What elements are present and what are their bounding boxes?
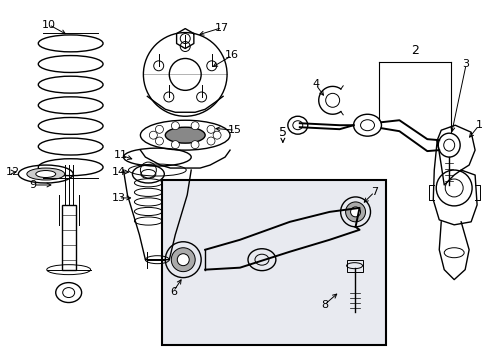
- Circle shape: [155, 137, 163, 145]
- Ellipse shape: [350, 207, 360, 217]
- Bar: [61, 205, 76, 270]
- Circle shape: [206, 125, 215, 133]
- Circle shape: [171, 141, 179, 149]
- Text: 3: 3: [462, 59, 468, 69]
- Circle shape: [149, 131, 157, 139]
- Ellipse shape: [27, 168, 64, 180]
- Circle shape: [191, 122, 199, 130]
- Text: 5: 5: [278, 126, 286, 139]
- Text: 16: 16: [224, 50, 239, 60]
- Text: 14: 14: [111, 167, 125, 177]
- Ellipse shape: [165, 127, 205, 143]
- Bar: [346, 260, 362, 272]
- Text: 15: 15: [227, 125, 242, 135]
- Text: 6: 6: [169, 287, 177, 297]
- Text: 1: 1: [475, 120, 482, 130]
- Ellipse shape: [171, 248, 195, 272]
- Text: 17: 17: [215, 23, 229, 33]
- Circle shape: [191, 141, 199, 149]
- Ellipse shape: [345, 202, 365, 222]
- Text: 11: 11: [113, 150, 127, 160]
- Text: 12: 12: [6, 167, 20, 177]
- Text: 2: 2: [410, 44, 418, 57]
- Circle shape: [155, 125, 163, 133]
- Text: 9: 9: [29, 180, 36, 190]
- Circle shape: [206, 137, 215, 145]
- Ellipse shape: [36, 171, 56, 177]
- Text: 13: 13: [111, 193, 125, 203]
- Text: 4: 4: [311, 79, 319, 89]
- Text: 10: 10: [41, 19, 56, 30]
- Text: 8: 8: [321, 300, 327, 310]
- Ellipse shape: [177, 254, 189, 266]
- Text: 7: 7: [370, 187, 377, 197]
- Circle shape: [171, 122, 179, 130]
- Circle shape: [213, 131, 221, 139]
- Bar: [162, 180, 385, 345]
